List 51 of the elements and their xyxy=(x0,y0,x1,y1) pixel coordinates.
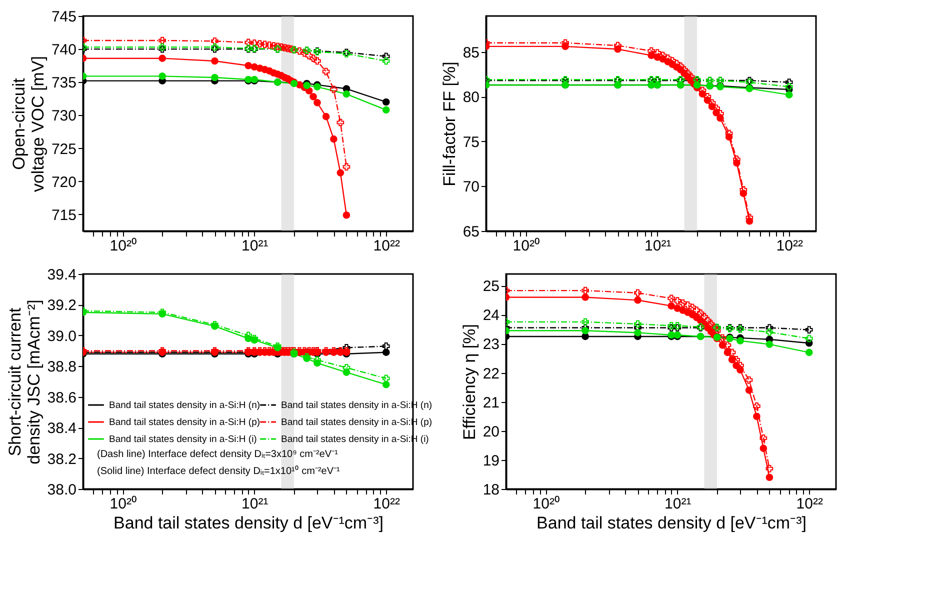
y-tick-label: 24 xyxy=(482,307,500,324)
y-tick-label: 715 xyxy=(51,206,76,224)
y-axis-title: Short-circuit current density JSC [mAcm⁻²] xyxy=(5,300,44,464)
y-tick-label: 38.0 xyxy=(47,482,76,498)
x-tick-label: 10²⁰ xyxy=(110,238,136,254)
y-tick-label: 38.6 xyxy=(47,389,76,406)
x-tick-label: 10²⁰ xyxy=(110,496,136,512)
y-tick-label: 39.4 xyxy=(47,266,76,284)
x-tick-label: 10²² xyxy=(796,496,823,512)
x-tick-label: 10²² xyxy=(373,238,400,254)
y-tick-label: 38.4 xyxy=(47,420,76,438)
y-tick-label: 70 xyxy=(462,178,480,196)
y-tick-label: 80 xyxy=(462,89,480,106)
y-tick-label: 75 xyxy=(462,134,480,151)
y-tick-label: 18 xyxy=(482,482,500,498)
y-tick-label: 39.2 xyxy=(47,297,76,314)
y-tick-label: 735 xyxy=(51,74,76,92)
x-tick-label: 10²⁰ xyxy=(512,238,540,254)
y-axis-title: Open-circuit voltage VOC [mV] xyxy=(9,56,48,192)
y-tick-label: 730 xyxy=(51,108,76,125)
x-tick-label: 10²¹ xyxy=(644,238,672,254)
y-tick-label: 20 xyxy=(482,423,500,440)
x-tick-label: 10²² xyxy=(776,238,803,254)
y-tick-label: 65 xyxy=(462,224,480,240)
annotation: (Solid line) Interface defect density Dᵢₜ=1x10¹⁰ cm⁻²eV⁻¹ xyxy=(97,465,341,477)
y-tick-label: 19 xyxy=(482,452,500,470)
y-tick-label: 21 xyxy=(482,394,500,412)
y-tick-label: 725 xyxy=(51,140,76,158)
y-tick-label: 745 xyxy=(51,8,76,26)
x-tick-label: 10²⁰ xyxy=(532,496,560,512)
y-tick-label: 22 xyxy=(482,365,500,382)
y-tick-label: 740 xyxy=(51,42,76,59)
x-axis-title: Band tail states density d [eV⁻¹cm⁻³] xyxy=(114,514,384,532)
x-tick-label: 10²² xyxy=(373,496,400,512)
y-tick-label: 39.0 xyxy=(47,328,76,345)
y-tick-label: 25 xyxy=(482,278,500,296)
x-tick-label: 10²¹ xyxy=(242,496,268,512)
legend-label: Band tail states density in a-Si:H (p) xyxy=(109,417,260,428)
y-tick-label: 720 xyxy=(51,174,76,191)
annotation: (Dash line) Interface defect density Dᵢₜ=3x10⁹ cm⁻²eV⁻¹ xyxy=(97,449,339,460)
y-tick-label: 23 xyxy=(482,336,500,354)
x-tick-label: 10²¹ xyxy=(664,496,692,512)
y-axis-title: Efficiency η [%] xyxy=(460,324,479,440)
y-tick-label: 85 xyxy=(462,44,480,62)
y-tick-label: 38.8 xyxy=(47,358,76,376)
x-axis-title: Band tail states density d [eV⁻¹cm⁻³] xyxy=(536,514,806,532)
legend-label: Band tail states density in a-Si:H (n) xyxy=(109,400,260,411)
y-axis-title: Fill-factor FF [%] xyxy=(440,62,459,186)
x-tick-label: 10²¹ xyxy=(242,238,268,254)
legend-label: Band tail states density in a-Si:H (i) xyxy=(109,434,257,445)
y-tick-label: 38.2 xyxy=(47,450,76,468)
